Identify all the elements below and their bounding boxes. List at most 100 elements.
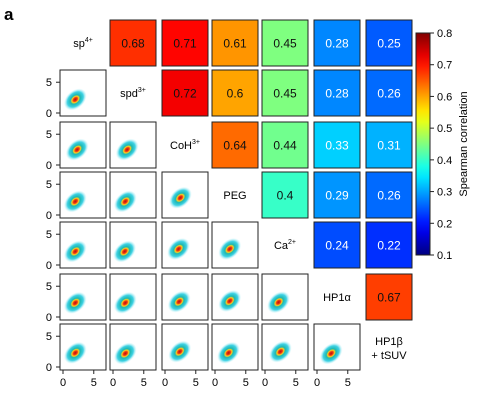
density-blob xyxy=(269,340,292,363)
correlation-cell-fill xyxy=(365,19,413,67)
density-blob xyxy=(218,290,242,312)
correlation-cell-fill xyxy=(313,69,361,117)
correlation-cell: 0.67 xyxy=(365,273,413,321)
density-blob xyxy=(63,291,87,314)
correlation-cell-fill xyxy=(365,121,413,169)
x-tick-label: 5 xyxy=(345,377,351,389)
density-blob xyxy=(168,340,192,363)
correlation-cell: 0.29 xyxy=(313,171,361,219)
y-tick-label: 5 xyxy=(46,77,52,89)
y-tick-label: 0 xyxy=(46,108,52,120)
correlation-cell: 0.28 xyxy=(313,19,361,67)
x-tick-label: 0 xyxy=(314,377,320,389)
correlation-cell-fill xyxy=(313,19,361,67)
variable-label: CoH3+ xyxy=(170,139,200,152)
y-tick-label: 0 xyxy=(46,362,52,374)
scatter-density-plot xyxy=(161,221,209,269)
y-tick-label: 5 xyxy=(46,129,52,141)
colorbar-gradient xyxy=(415,32,431,256)
x-tick-label: 5 xyxy=(91,377,97,389)
correlation-value: 0.44 xyxy=(273,139,297,153)
correlation-cell-fill xyxy=(261,19,309,67)
x-tick-label: 0 xyxy=(110,377,116,389)
correlation-value: 0.61 xyxy=(223,37,247,51)
scatter-density-plot xyxy=(59,69,107,117)
colorbar-tick-label: 0.1 xyxy=(437,250,452,262)
scatter-density-plot xyxy=(261,273,309,321)
scatter-density-plot xyxy=(59,221,107,269)
correlation-cell-fill xyxy=(313,221,361,269)
density-blob xyxy=(169,186,192,209)
correlation-cell-fill xyxy=(161,19,209,67)
correlation-value: 0.29 xyxy=(325,189,349,203)
scatter-density-plot xyxy=(59,323,107,371)
y-tick-label: 5 xyxy=(46,281,52,293)
correlation-cell: 0.6 xyxy=(211,69,259,117)
scatter-density-plot xyxy=(211,273,259,321)
variable-label: HP1α xyxy=(323,292,351,304)
variable-label-superscript: 3+ xyxy=(138,87,146,94)
variable-label: PEG xyxy=(223,190,246,202)
correlation-cell-fill xyxy=(365,171,413,219)
density-blob xyxy=(65,138,89,161)
density-blob xyxy=(63,341,87,364)
correlation-cell-fill xyxy=(261,121,309,169)
density-blob xyxy=(217,341,240,364)
variable-label: spd3+ xyxy=(120,87,146,100)
variable-label: Ca2+ xyxy=(274,239,296,252)
x-tick-label: 5 xyxy=(193,377,199,389)
scatter-density-plot xyxy=(211,323,259,371)
scatter-density-plot xyxy=(109,221,157,269)
correlation-value: 0.45 xyxy=(273,87,297,101)
density-blob xyxy=(113,190,137,213)
y-tick-label: 5 xyxy=(46,331,52,343)
scatter-density-plot xyxy=(109,171,157,219)
scatter-density-plot xyxy=(59,171,107,219)
x-tick-label: 5 xyxy=(141,377,147,389)
scatter-density-plot xyxy=(313,323,361,371)
correlation-cell-fill xyxy=(109,19,157,67)
correlation-cell: 0.24 xyxy=(313,221,361,269)
correlation-value: 0.64 xyxy=(223,139,247,153)
correlation-value: 0.68 xyxy=(121,37,145,51)
variable-label-superscript: 4+ xyxy=(85,37,93,44)
x-tick-label: 0 xyxy=(262,377,268,389)
density-blob xyxy=(167,238,190,260)
correlation-cell: 0.64 xyxy=(211,121,259,169)
correlation-matrix: 0.68 0.71 0.61 0.45 0.28 0.250.72 0.6 0.45 0.28 0… xyxy=(46,19,413,389)
correlation-cell: 0.61 xyxy=(211,19,259,67)
correlation-value: 0.33 xyxy=(325,139,349,153)
correlation-value: 0.26 xyxy=(377,189,401,203)
correlation-cell-fill xyxy=(365,273,413,321)
correlation-value: 0.4 xyxy=(277,189,294,203)
y-tick-label: 0 xyxy=(46,312,52,324)
correlation-value: 0.31 xyxy=(377,139,401,153)
colorbar-tick-label: 0.5 xyxy=(437,123,452,135)
correlation-value: 0.22 xyxy=(377,239,401,253)
correlation-cell-fill xyxy=(365,69,413,117)
scatter-density-plot xyxy=(109,121,157,169)
variable-label-line2: + tSUV xyxy=(371,350,407,362)
panel-label: a xyxy=(4,5,14,24)
correlation-cell-fill xyxy=(261,171,309,219)
correlation-cell-fill xyxy=(313,121,361,169)
correlation-cell: 0.31 xyxy=(365,121,413,169)
correlation-value: 0.28 xyxy=(325,87,349,101)
correlation-value: 0.26 xyxy=(377,87,401,101)
y-tick-label: 5 xyxy=(46,179,52,191)
correlation-value: 0.45 xyxy=(273,37,297,51)
correlation-cell: 0.45 xyxy=(261,69,309,117)
density-blob xyxy=(115,138,139,161)
correlation-value: 0.71 xyxy=(173,37,197,51)
correlation-cell: 0.71 xyxy=(161,19,209,67)
correlation-cell: 0.26 xyxy=(365,69,413,117)
density-blob xyxy=(63,190,87,213)
correlation-cell-fill xyxy=(161,69,209,117)
x-tick-label: 0 xyxy=(60,377,66,389)
colorbar-label: Spearman correlation xyxy=(458,91,470,196)
correlation-cell: 0.28 xyxy=(313,69,361,117)
y-tick-label: 0 xyxy=(46,160,52,172)
correlation-cell-fill xyxy=(211,121,259,169)
correlation-cell-fill xyxy=(313,171,361,219)
